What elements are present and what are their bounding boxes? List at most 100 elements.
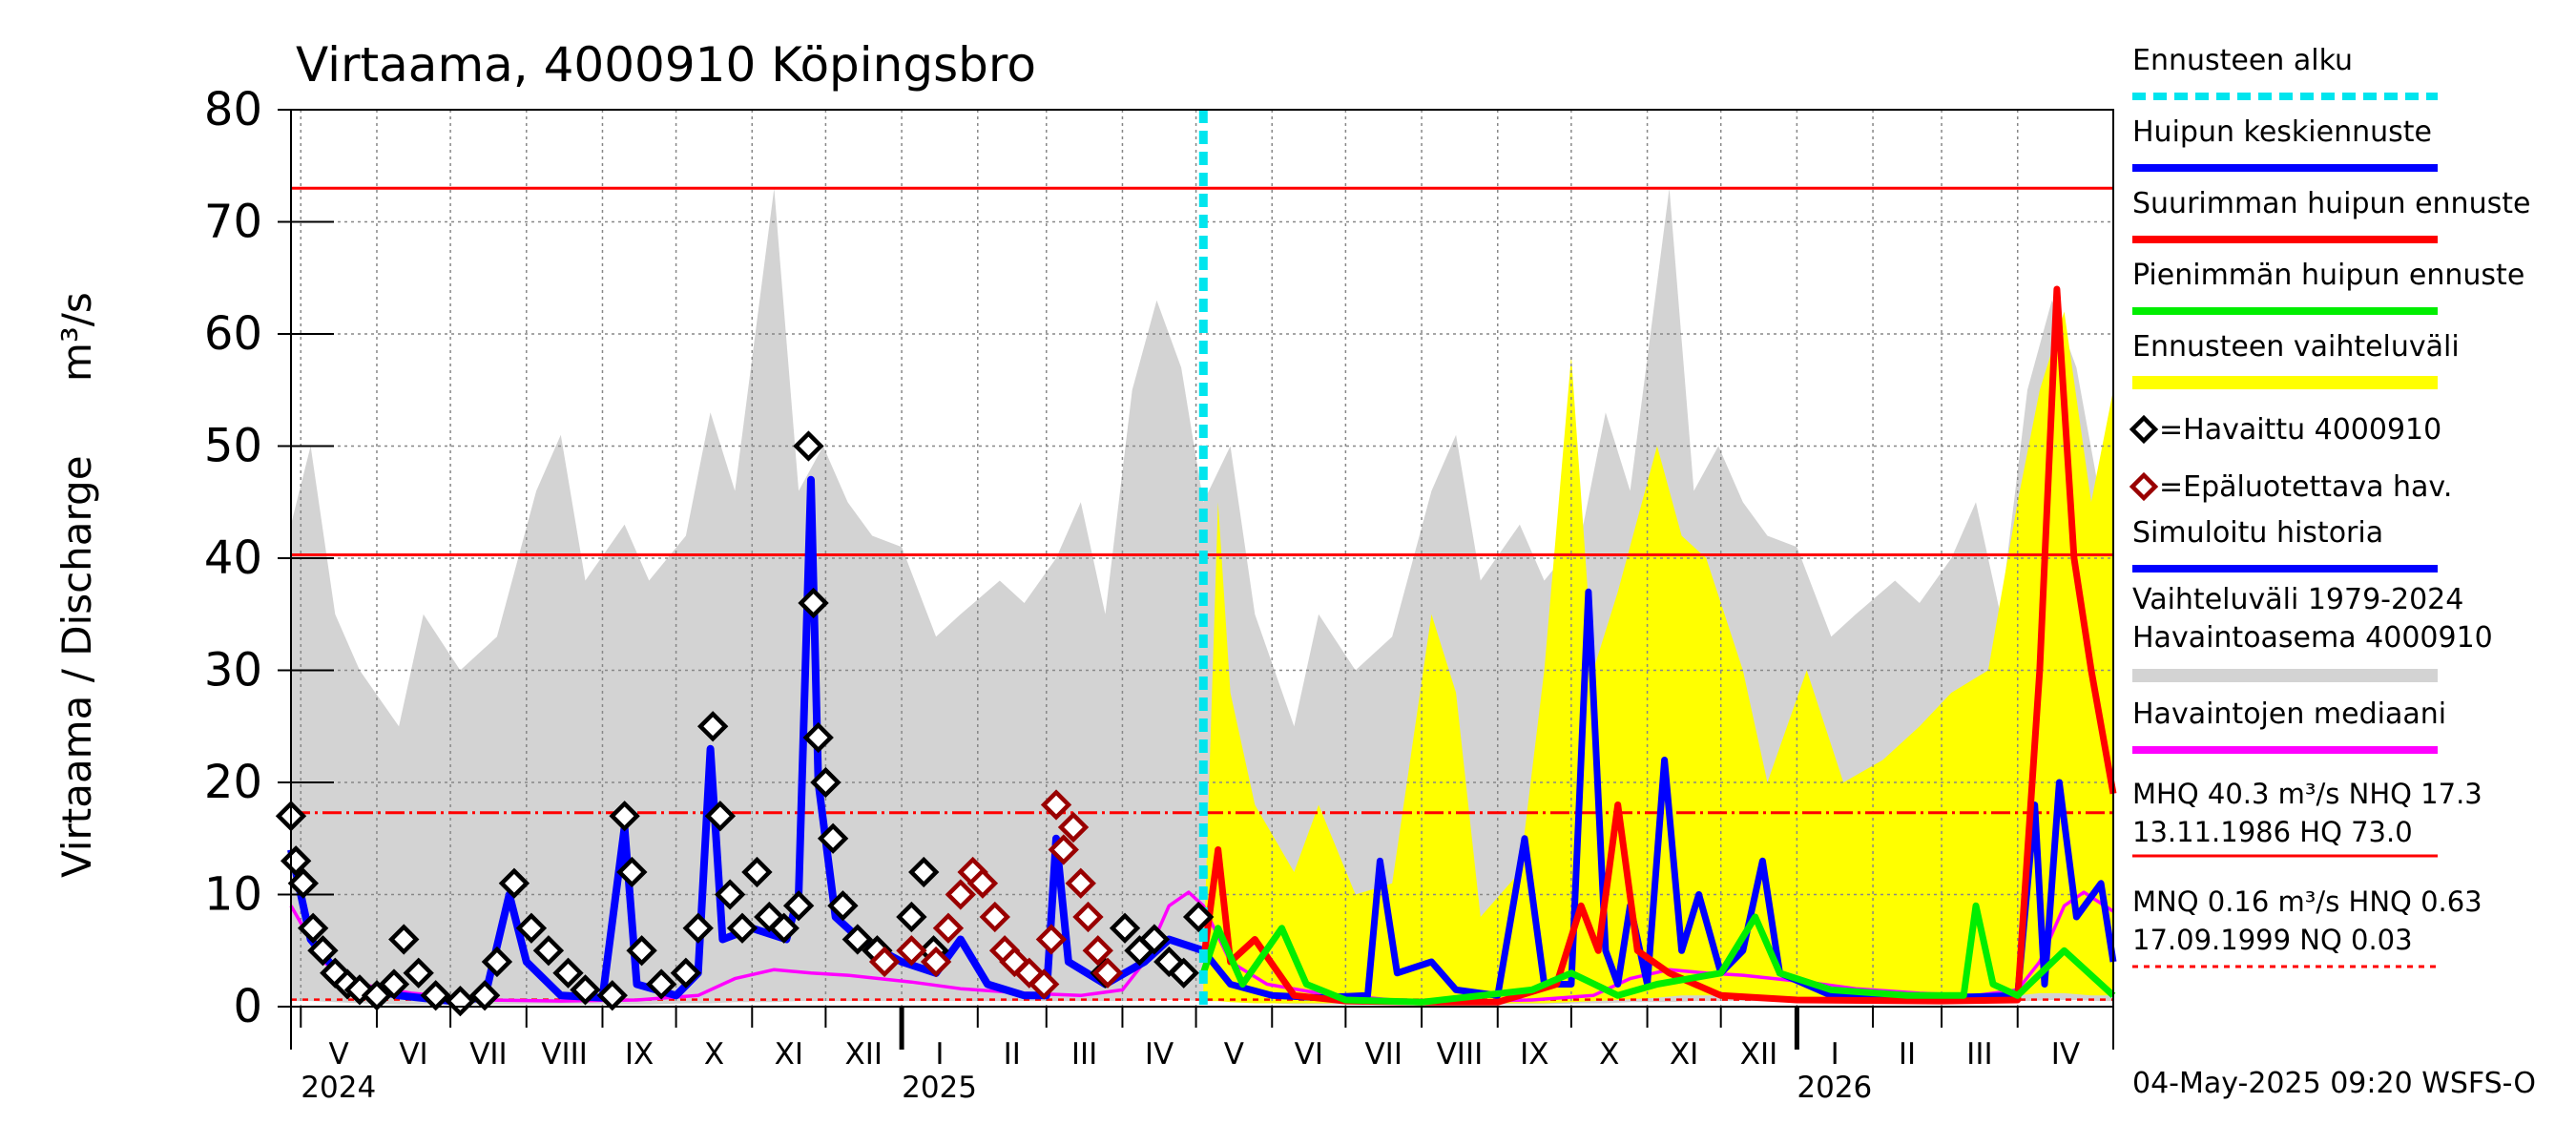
month-label: IX [625, 1037, 654, 1072]
marker-havaittu-4000910 [782, 890, 815, 922]
legend-item-suurimman-huipun-ennuste: Suurimman huipun ennuste [2132, 187, 2530, 243]
marker-havaittu-4000910 [1109, 912, 1141, 944]
y-tick-label: 40 [204, 531, 262, 585]
marker-epaluotettava-hav [1035, 924, 1068, 955]
month-label: VII [1364, 1037, 1402, 1072]
line-suurimman-huipun-ennuste [1199, 285, 2117, 1006]
legend-label: Ennusteen vaihteluväli [2132, 330, 2460, 364]
marker-havaittu-4000910 [817, 822, 849, 854]
month-label: VI [399, 1037, 427, 1072]
marker-havaittu-4000910 [596, 980, 628, 1011]
legend-label: Simuloitu historia [2132, 516, 2383, 550]
y-tick-label: 50 [204, 420, 262, 473]
marker-epaluotettava-hav [1048, 834, 1079, 865]
marker-havaittu-4000910 [468, 980, 501, 1011]
legend-label-2: Havaintoasema 4000910 [2132, 621, 2493, 655]
legend-item-ennusteen-vaihteluvali: Ennusteen vaihteluväli [2132, 330, 2460, 389]
legend: Ennusteen alku Huipun keskiennuste Suurimm… [2129, 44, 2530, 968]
marker-epaluotettava-hav [945, 879, 976, 910]
month-label: V [329, 1037, 349, 1072]
y-tick-label: 80 [204, 83, 262, 136]
marker-havaittu-4000910 [307, 935, 339, 967]
legend-label: Ennusteen alku [2132, 44, 2353, 77]
marker-epaluotettava-hav [1028, 968, 1060, 1000]
marker-havaittu-4000910 [1168, 957, 1199, 989]
footer-timestamp: 04-May-2025 09:20 WSFS-O [2132, 1067, 2536, 1100]
legend-item-ennusteen-alku: Ennusteen alku [2132, 44, 2438, 100]
marker-havaittu-4000910 [297, 912, 329, 944]
marker-havaittu-4000910 [670, 957, 702, 989]
marker-havaittu-4000910 [908, 856, 940, 888]
marker-havaittu-4000910 [388, 924, 420, 955]
legend-item-vaihteluvali-1979-2024: Vaihteluväli 1979-2024 Havaintoasema 400… [2132, 583, 2493, 682]
month-label: X [704, 1037, 724, 1072]
year-label: 2024 [301, 1071, 376, 1105]
marker-havaittu-4000910 [896, 901, 927, 933]
marker-havaittu-4000910 [481, 946, 513, 978]
y-tick-label: 20 [204, 756, 262, 809]
month-label: IV [2051, 1037, 2080, 1072]
month-label: II [1899, 1037, 1916, 1072]
month-label: VII [469, 1037, 508, 1072]
marker-havaittu-4000910 [287, 867, 320, 899]
month-label: XII [1740, 1037, 1778, 1072]
marker-epaluotettava-hav [1091, 957, 1124, 989]
marker-havaittu-4000910 [609, 801, 640, 832]
observation-markers [275, 430, 1215, 1017]
stats-text: MHQ 40.3 m³/s NHQ 17.3 [2132, 778, 2483, 810]
month-label: VIII [541, 1037, 588, 1072]
y-tick-label: 0 [233, 980, 262, 1033]
month-label: XI [775, 1037, 803, 1072]
marker-epaluotettava-hav [1072, 901, 1104, 933]
marker-epaluotettava-hav [1057, 811, 1090, 843]
month-label: IV [1145, 1037, 1174, 1072]
month-label: IX [1520, 1037, 1548, 1072]
marker-epaluotettava-hav [1065, 867, 1096, 899]
stats-text: 13.11.1986 HQ 73.0 [2132, 816, 2413, 848]
marker-havaittu-4000910 [810, 766, 841, 799]
month-label: II [1004, 1037, 1021, 1072]
month-label: X [1599, 1037, 1619, 1072]
marker-havaittu-4000910 [798, 587, 829, 619]
month-label: XII [844, 1037, 883, 1072]
marker-havaittu-4000910 [616, 856, 648, 888]
line-pienimman-huipun-ennuste [1199, 902, 2116, 1006]
legend-item-simuloitu-historia: Simuloitu historia [2132, 516, 2438, 572]
marker-epaluotettava-hav [1040, 789, 1072, 821]
marker-epaluotettava-hav [979, 901, 1010, 933]
month-label: III [1966, 1037, 1992, 1072]
marker-havaittu-4000910 [768, 912, 800, 944]
marker-havaittu-4000910 [726, 912, 758, 944]
legend-stats: MHQ 40.3 m³/s NHQ 17.3 13.11.1986 HQ 73.0… [2132, 778, 2483, 968]
legend-label: Havaintojen mediaani [2132, 697, 2446, 731]
month-label: XI [1670, 1037, 1698, 1072]
marker-havaittu-4000910 [1182, 901, 1215, 933]
marker-havaittu-4000910 [403, 957, 434, 989]
marker-havaittu-4000910 [704, 801, 737, 832]
legend-label: Pienimmän huipun ennuste [2132, 259, 2524, 292]
marker-epaluotettava-hav [896, 935, 927, 967]
chart-title: Virtaama, 4000910 Köpingsbro [296, 37, 1036, 93]
marker-havaittu-4000910 [552, 957, 584, 989]
legend-label: =Epäluotettava hav. [2159, 470, 2452, 504]
marker-havaittu-4000910 [741, 856, 773, 888]
marker-epaluotettava-hav [966, 867, 999, 899]
legend-item-havaittu-4000910: =Havaittu 4000910 [2129, 413, 2441, 447]
legend-label: Huipun keskiennuste [2132, 115, 2432, 149]
legend-label: Suurimman huipun ennuste [2132, 187, 2530, 220]
legend-item-havaintojen-mediaani: Havaintojen mediaani [2132, 697, 2446, 754]
legend-item-huipun-keskiennuste: Huipun keskiennuste [2132, 115, 2438, 172]
marker-havaittu-4000910 [570, 974, 601, 1006]
stats-text: MNQ 0.16 m³/s HNQ 0.63 [2132, 885, 2483, 918]
marker-havaittu-4000910 [280, 845, 312, 877]
marker-havaittu-4000910 [802, 721, 834, 754]
marker-havaittu-4000910 [827, 890, 859, 922]
marker-havaittu-4000910 [714, 879, 746, 910]
marker-epaluotettava-hav [920, 946, 952, 978]
year-label: 2025 [902, 1071, 977, 1105]
y-tick-label: 60 [204, 307, 262, 361]
band-ennusteen-vaihteluvali [1203, 311, 2113, 1004]
marker-havaittu-4000910 [793, 430, 824, 462]
